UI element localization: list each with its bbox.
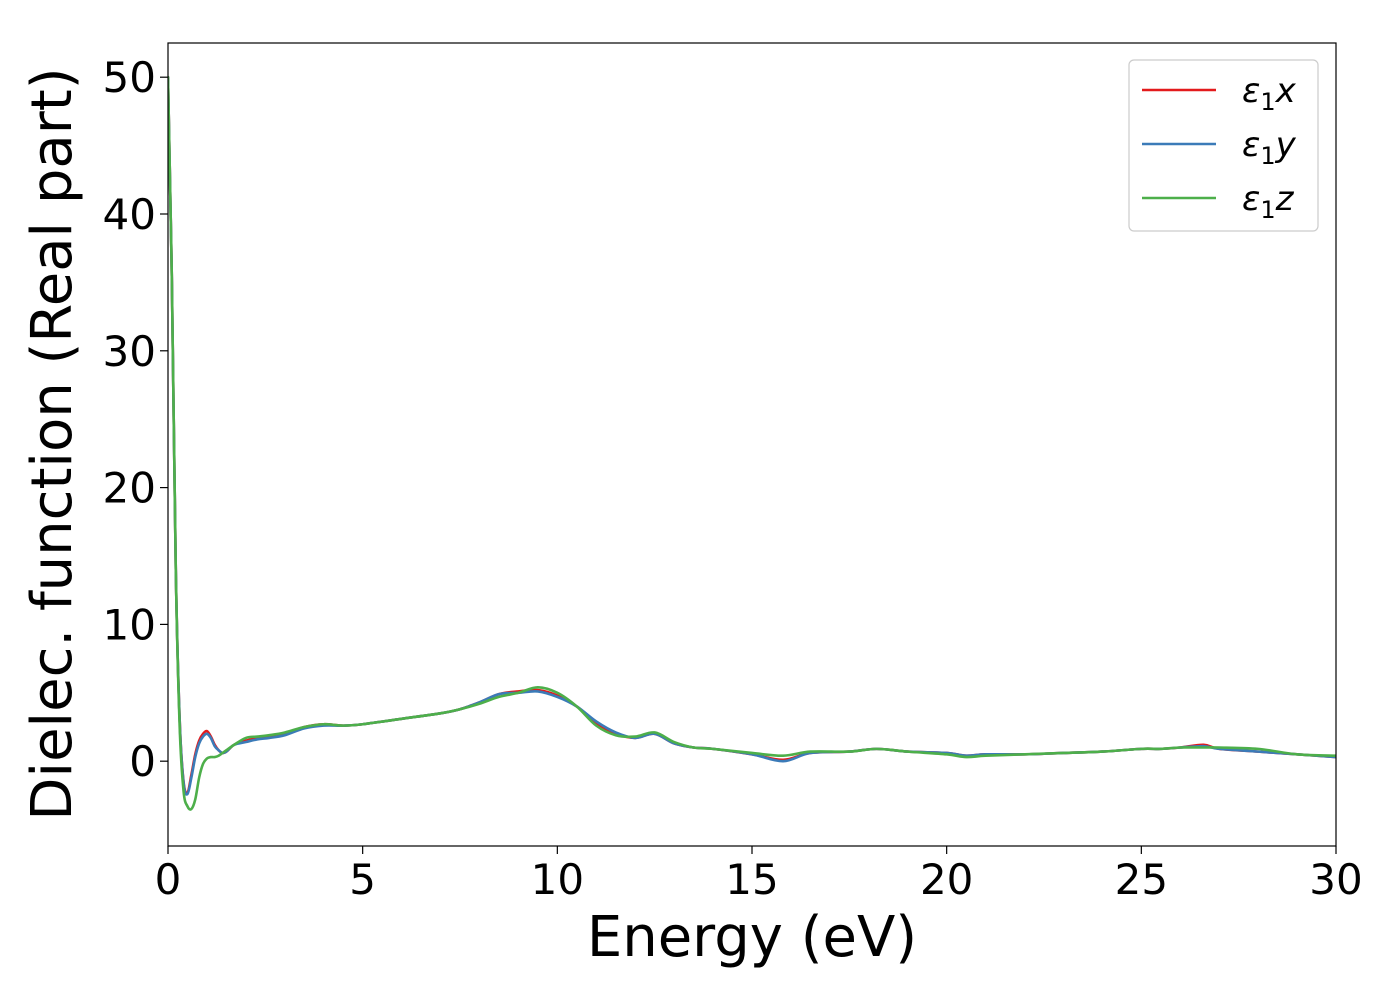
y-tick-label: 20 <box>103 464 156 513</box>
ticks-layer: 0 5 10 15 20 25 30 0 10 20 30 40 50 <box>103 53 1363 904</box>
legend-label-y: ε1y <box>1242 125 1297 170</box>
x-tick-label: 15 <box>725 855 778 904</box>
x-tick-label: 10 <box>531 855 584 904</box>
x-axis-title: Energy (eV) <box>587 905 917 970</box>
y-tick-label: 50 <box>103 53 156 102</box>
legend-label-z: ε1z <box>1242 179 1295 224</box>
series-line-z <box>168 75 1336 811</box>
y-axis-title: Dielec. function (Real part) <box>20 67 85 820</box>
legend-label-x: ε1x <box>1242 71 1297 116</box>
x-tick-label: 0 <box>155 855 182 904</box>
legend: ε1x ε1y ε1z <box>1128 59 1319 232</box>
y-tick-label: 0 <box>129 737 156 786</box>
series-layer <box>168 75 1336 811</box>
y-tick-label: 10 <box>103 600 156 649</box>
y-tick-label: 30 <box>103 327 156 376</box>
x-tick-label: 25 <box>1115 855 1168 904</box>
legend-entries: ε1x ε1y ε1z <box>1142 71 1297 224</box>
x-tick-label: 20 <box>920 855 973 904</box>
y-tick-label: 40 <box>103 190 156 239</box>
x-tick-label: 5 <box>349 855 376 904</box>
x-tick-label: 30 <box>1309 855 1362 904</box>
legend-box <box>1128 59 1319 232</box>
